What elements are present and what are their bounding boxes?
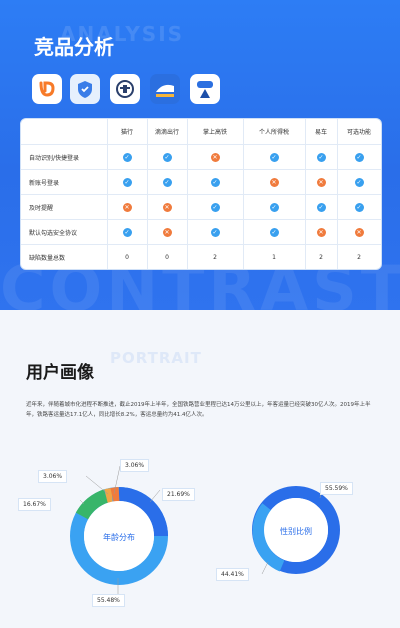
table-header-cell: 掌上高铁 (202, 129, 227, 136)
intro-paragraph: 近年来，伴随着城市化进程不断推进，截止2019年上半年，全国铁路营业里程已达14… (26, 402, 371, 418)
check-icon: ✓ (122, 153, 132, 162)
check-icon: ✓ (122, 178, 132, 187)
table-cell: ✓ (337, 145, 381, 170)
table-cell: ✕ (147, 195, 187, 220)
cross-icon: ✕ (316, 228, 326, 237)
table-cell: ✕ (147, 220, 187, 245)
table-cell: ✓ (107, 145, 147, 170)
table-cell: ✓ (243, 220, 305, 245)
table-cell: ✕ (243, 170, 305, 195)
table-row: 缺陷数量总数 0 0 2 1 2 2 (21, 244, 381, 269)
age-label-2: 3.06% (120, 459, 150, 472)
table-cell: ✓ (243, 145, 305, 170)
age-segment-3a (104, 488, 113, 503)
gender-label-1: 55.59% (320, 482, 353, 495)
row-label: 默认勾选安全协议 (29, 230, 78, 237)
table-header-cell: 猫行 (120, 129, 133, 136)
age-label-4: 21.69% (162, 488, 195, 501)
train-app-icon[interactable] (150, 74, 180, 104)
age-chart: 年龄分布 (70, 465, 168, 598)
age-label-5: 55.48% (92, 594, 125, 607)
table-row: 新账号登录 ✓ ✓ ✓ ✕ ✕ ✓ (21, 169, 381, 195)
table-cell: ✓ (305, 145, 337, 170)
table-cell: 2 (357, 254, 361, 261)
table-header-cell: 个人所得税 (258, 129, 289, 136)
row-label: 新账号登录 (29, 180, 60, 187)
shield-app-icon[interactable] (70, 74, 100, 104)
table-cell: 1 (272, 254, 276, 261)
table-cell: ✓ (243, 195, 305, 220)
table-row: 自动识别/快捷登录 ✓ ✓ ✕ ✓ ✓ ✓ (21, 144, 381, 170)
table-cell: ✓ (147, 170, 187, 195)
table-cell: ✕ (187, 145, 243, 170)
check-icon: ✓ (210, 178, 220, 187)
cross-icon: ✕ (269, 178, 279, 187)
section-title-competitor: 竞品分析 (34, 35, 114, 59)
row-label: 自动识别/快捷登录 (29, 155, 80, 162)
analysis-watermark: ANALYSIS (60, 22, 185, 46)
check-icon: ✓ (122, 228, 132, 237)
table-header-cell: 滴滴出行 (154, 129, 179, 136)
table-cell: ✓ (187, 220, 243, 245)
check-icon: ✓ (316, 203, 326, 212)
age-segment-16 (75, 489, 109, 520)
cross-icon: ✕ (162, 228, 172, 237)
check-icon: ✓ (316, 153, 326, 162)
table-cell: ✓ (187, 170, 243, 195)
portrait-watermark: PORTRAIT (110, 349, 202, 367)
check-icon: ✓ (269, 153, 279, 162)
table-cell: 0 (125, 254, 129, 261)
gender-label-2: 44.41% (216, 568, 249, 581)
gender-chart-center-label: 性别比例 (280, 526, 312, 536)
table-cell: 0 (165, 254, 169, 261)
table-cell: ✓ (147, 145, 187, 170)
check-icon: ✓ (354, 178, 364, 187)
table-cell: ✓ (107, 220, 147, 245)
section-title-portrait: 用户画像 (26, 363, 94, 383)
didi-icon[interactable] (32, 74, 62, 104)
check-icon: ✓ (269, 203, 279, 212)
comparison-table: 猫行 滴滴出行 掌上高铁 个人所得税 易车 可选功能 自动识别/快捷登录 ✓ ✓ ✕ ✓… (20, 118, 382, 270)
check-icon: ✓ (269, 228, 279, 237)
table-header-cell: 易车 (314, 129, 327, 136)
age-segment-21 (118, 487, 168, 537)
check-icon: ✓ (354, 203, 364, 212)
table-cell: ✕ (337, 220, 381, 245)
check-icon: ✓ (354, 153, 364, 162)
table-cell: ✕ (107, 195, 147, 220)
age-segment-3b (110, 487, 120, 502)
row-label: 缺陷数量总数 (29, 255, 66, 262)
table-cell: ✓ (337, 195, 381, 220)
table-cell: 2 (319, 254, 323, 261)
table-cell: ✓ (107, 170, 147, 195)
gender-chart: 性别比例 (252, 485, 340, 575)
check-icon: ✓ (210, 203, 220, 212)
ticket-app-icon[interactable] (190, 74, 220, 104)
check-icon: ✓ (210, 228, 220, 237)
cross-icon: ✕ (162, 203, 172, 212)
table-cell: ✓ (305, 195, 337, 220)
check-icon: ✓ (162, 178, 172, 187)
table-header-row: 猫行 滴滴出行 掌上高铁 个人所得税 易车 可选功能 (21, 119, 381, 144)
table-cell: ✓ (187, 195, 243, 220)
check-icon: ✓ (162, 153, 172, 162)
table-header-cell (21, 119, 107, 144)
cross-icon: ✕ (316, 178, 326, 187)
age-label-3: 16.67% (18, 498, 51, 511)
table-cell: ✓ (337, 170, 381, 195)
cross-icon: ✕ (354, 228, 364, 237)
table-row: 默认勾选安全协议 ✓ ✕ ✓ ✓ ✕ ✕ (21, 219, 381, 245)
table-cell: ✕ (305, 170, 337, 195)
table-cell: ✕ (305, 220, 337, 245)
railway-icon[interactable] (110, 74, 140, 104)
cross-icon: ✕ (210, 153, 220, 162)
table-header-cell: 可选功能 (346, 129, 371, 136)
gender-segment-44 (252, 503, 285, 572)
row-label: 及时提醒 (29, 205, 54, 212)
age-label-1: 3.06% (38, 470, 68, 483)
age-chart-center-label: 年龄分布 (103, 532, 135, 542)
cross-icon: ✕ (122, 203, 132, 212)
table-row: 及时提醒 ✕ ✕ ✓ ✓ ✓ ✓ (21, 194, 381, 220)
table-cell: 2 (213, 254, 217, 261)
